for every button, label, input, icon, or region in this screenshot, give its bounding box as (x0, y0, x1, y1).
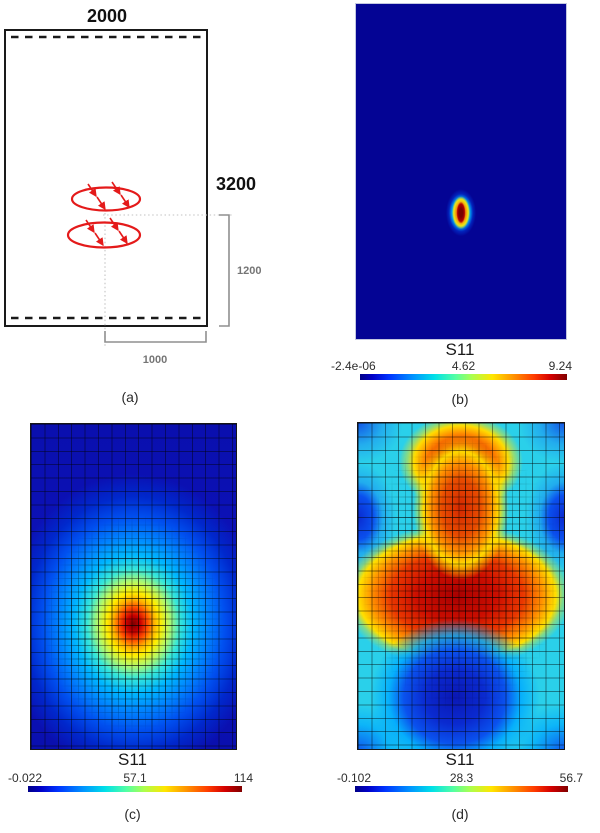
dim-bracket-horizontal (104, 331, 207, 343)
dim-horizontal-label: 1000 (143, 354, 167, 366)
plot-title-c: S11 (118, 750, 147, 769)
heatmap-b (355, 3, 567, 340)
colorbar-b-mid: 4.62 (451, 359, 476, 373)
plot-title-d: S11 (445, 750, 475, 769)
caption-d: (d) (451, 806, 469, 822)
colorbar-d-max: 56.7 (559, 771, 583, 785)
colorbar-b-gradient (360, 374, 567, 380)
caption-a: (a) (121, 389, 139, 405)
heatmap-c-mesh (31, 424, 236, 749)
plate-height-label: 3200 (216, 174, 256, 194)
plot-title-b: S11 (445, 340, 475, 359)
heatmap-d-field (358, 423, 564, 749)
load-ellipse-lower (66, 221, 142, 249)
colorbar-d-gradient (355, 786, 568, 792)
colorbar-b-min: -2.4e-06 (331, 359, 376, 373)
heatmap-c (30, 423, 237, 750)
colorbar-d-mid: 28.3 (449, 771, 474, 785)
colorbar-d: -0.102 28.3 56.7 (337, 771, 583, 793)
caption-b: (b) (451, 391, 469, 407)
dim-vertical-label: 1200 (237, 265, 261, 277)
colorbar-c-gradient (28, 786, 242, 792)
plate-schematic: 2000 3200 1200 1000 (4, 6, 261, 366)
caption-c: (c) (124, 806, 141, 822)
heatmap-d-mesh (358, 423, 564, 749)
colorbar-c-max: 114 (233, 771, 253, 785)
heatmap-c-refined-mesh (31, 424, 236, 749)
plate-outline (4, 29, 208, 327)
colorbar-b: -2.4e-06 4.62 9.24 (331, 359, 572, 381)
load-arrows-upper (87, 181, 130, 211)
heatmap-b-field (356, 4, 566, 339)
colorbar-c-mid: 57.1 (123, 771, 147, 785)
heatmap-d (357, 422, 565, 750)
colorbar-d-min: -0.102 (337, 771, 372, 785)
dim-bracket-vertical (219, 214, 230, 327)
heatmap-d-refined-mesh (358, 423, 564, 749)
load-ellipse-upper (70, 186, 142, 212)
load-arrows-lower (85, 217, 128, 247)
colorbar-c-min: -0.022 (8, 771, 43, 785)
colorbar-b-max: 9.24 (548, 359, 572, 373)
plate-width-label: 2000 (87, 6, 127, 26)
colorbar-c: -0.022 57.1 114 (8, 771, 253, 793)
